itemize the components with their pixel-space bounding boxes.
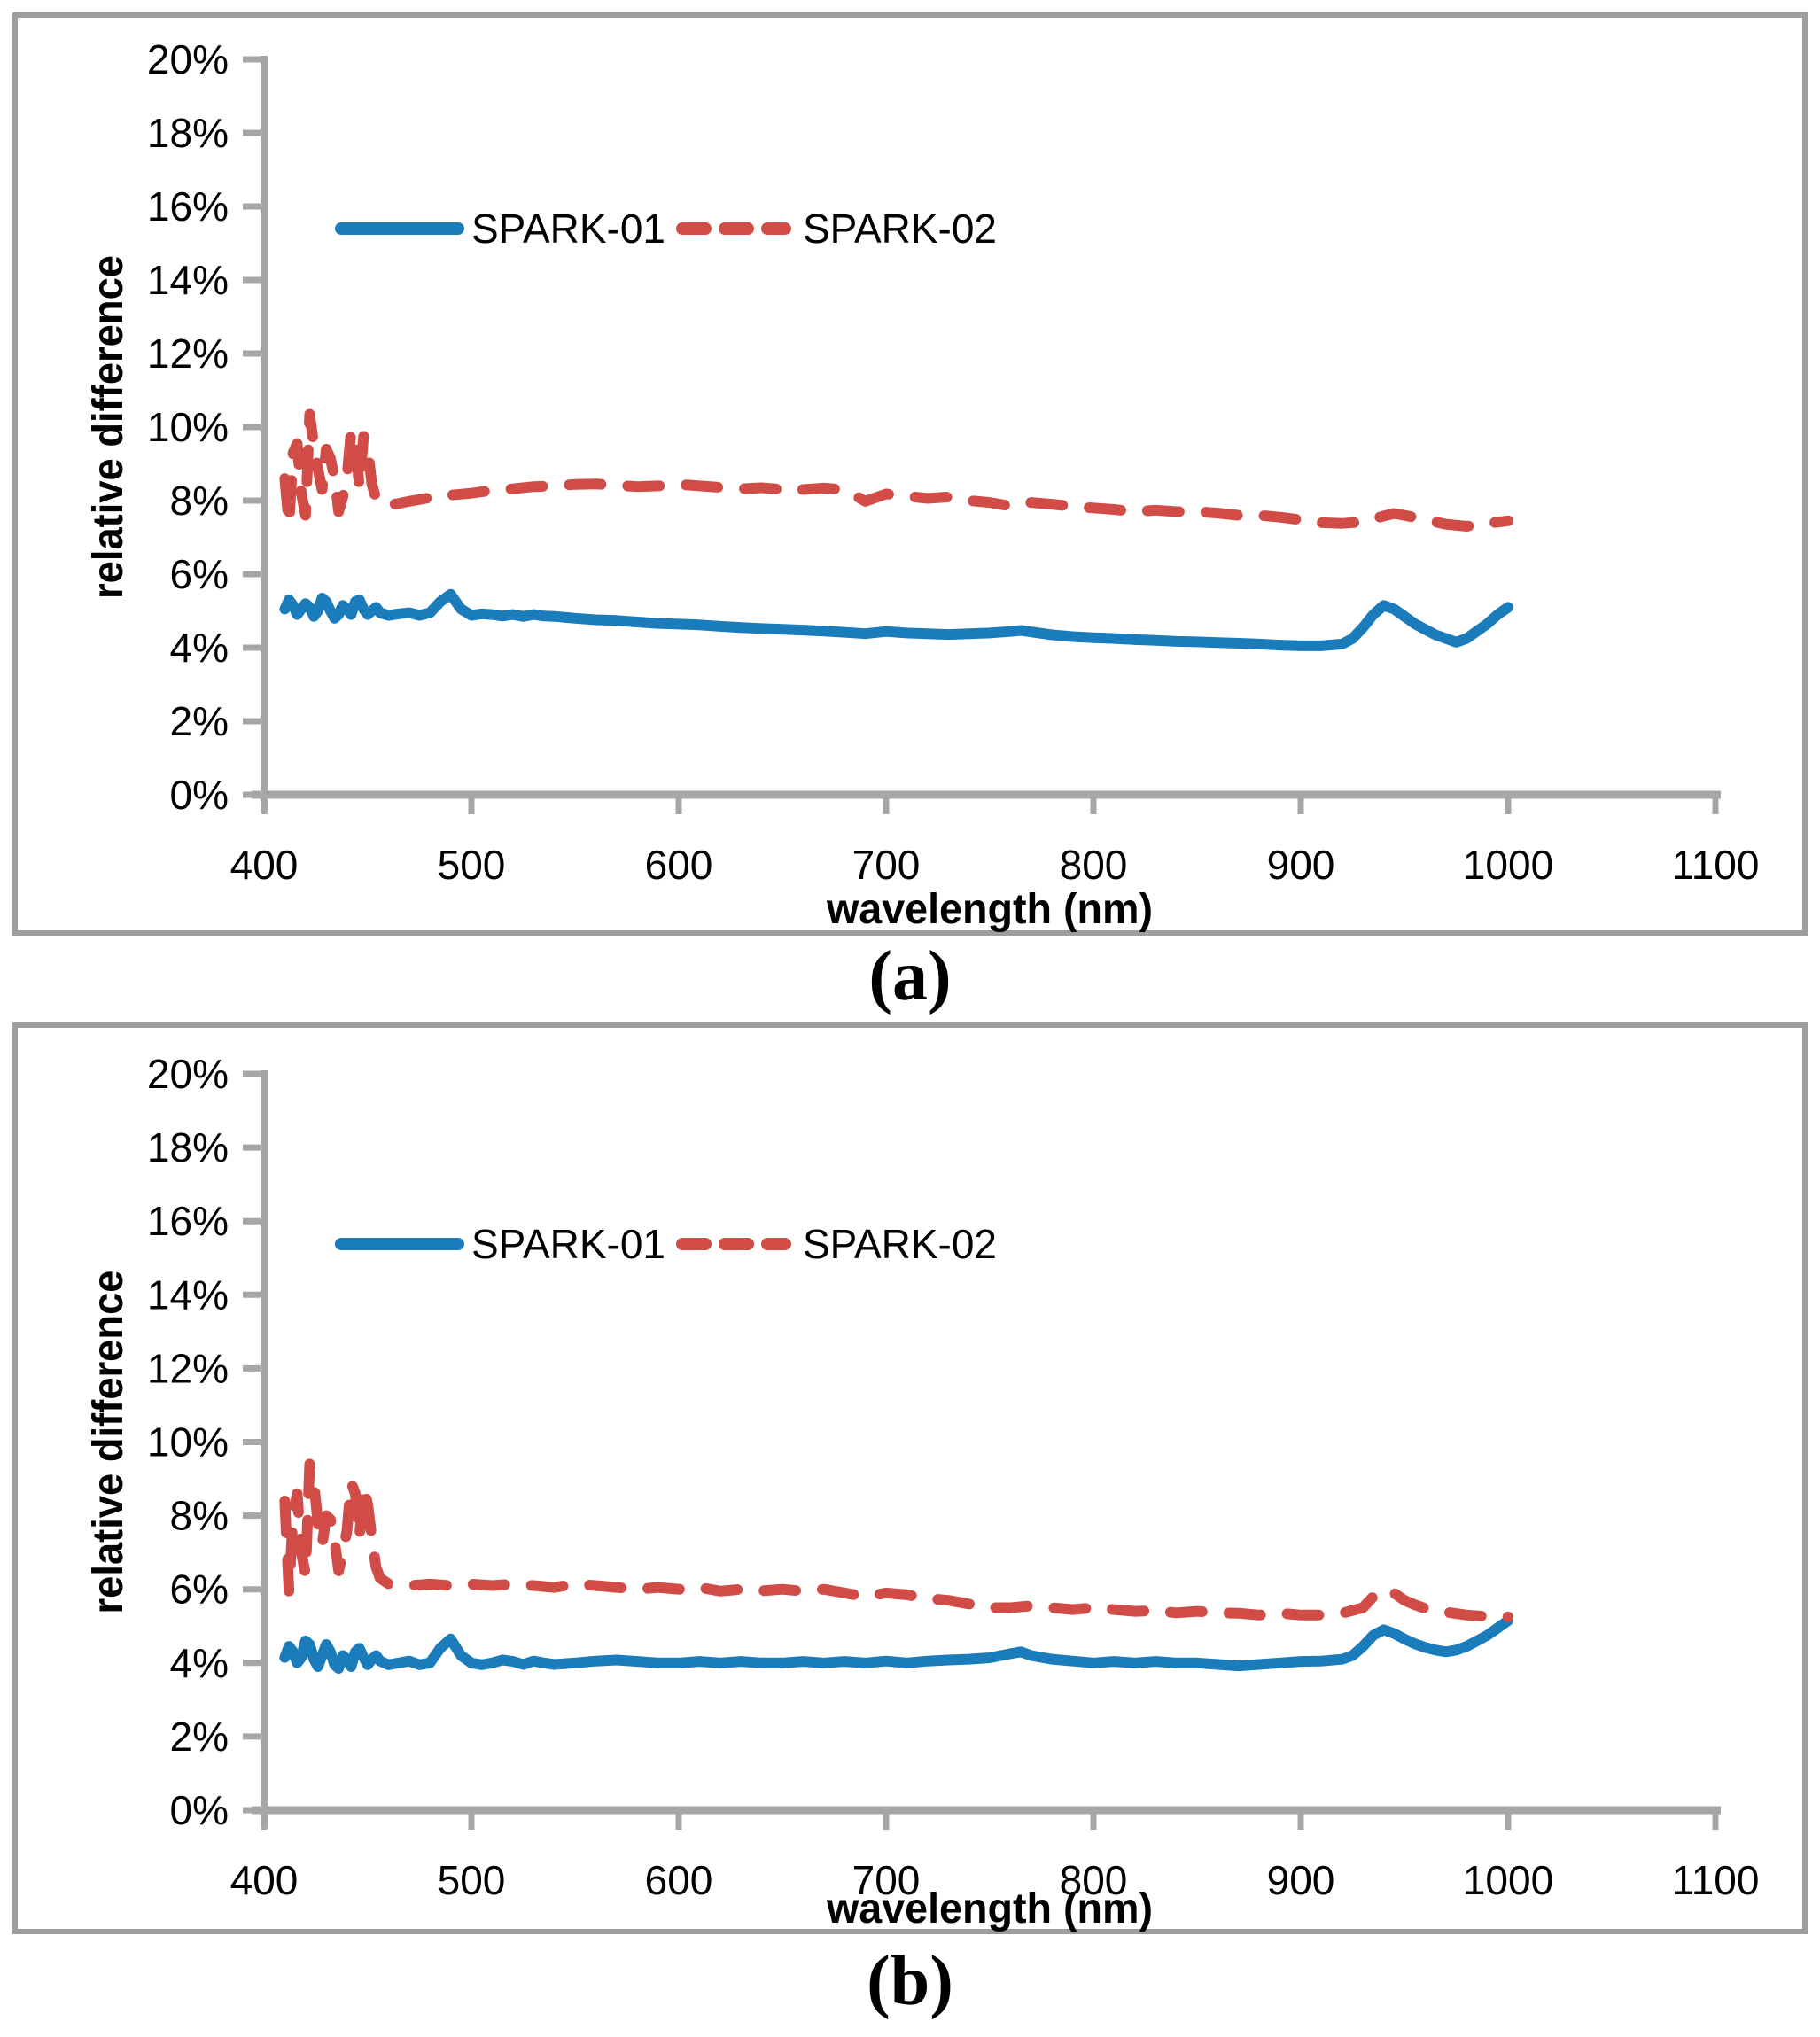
x-tick-label: 800 [1060, 1857, 1128, 1903]
y-tick-label: 20% [147, 36, 229, 82]
panel-border [12, 1022, 1808, 1934]
x-tick-label: 600 [645, 1857, 713, 1903]
y-tick-label: 14% [147, 1271, 229, 1318]
y-tick-label: 6% [170, 551, 229, 597]
y-tick-label: 10% [147, 404, 229, 450]
x-tick-label: 1100 [1672, 842, 1760, 888]
y-axis-title: relative difference [85, 255, 132, 599]
y-tick-label: 18% [147, 1124, 229, 1170]
x-axis-title: wavelength (nm) [826, 1885, 1153, 1932]
x-tick-label: 700 [852, 842, 921, 888]
y-tick-label: 12% [147, 1345, 229, 1391]
chart-panel-b: 400 500 600 700 800 900 1000 1100 0% 2% 4% 6% 8% 10% 1… [12, 1022, 1808, 1934]
x-tick-label: 400 [230, 842, 299, 888]
y-tick-label: 0% [170, 1787, 229, 1833]
x-tick-label: 1000 [1463, 1857, 1553, 1903]
y-tick-label: 8% [170, 478, 229, 524]
y-tick-label: 8% [170, 1493, 229, 1539]
x-tick-label: 500 [438, 1857, 506, 1903]
x-axis-title: wavelength (nm) [826, 886, 1153, 933]
series-line-spark-02 [279, 1458, 1513, 1622]
panel-border [12, 12, 1808, 936]
y-tick-label: 4% [170, 625, 229, 671]
x-tick-label: 900 [1267, 842, 1335, 888]
x-tick-label: 900 [1267, 1857, 1335, 1903]
y-tick-label: 18% [147, 110, 229, 156]
x-tick-label: 500 [438, 842, 506, 888]
y-tick-label: 2% [170, 1714, 229, 1760]
x-tick-label: 700 [852, 1857, 921, 1903]
x-tick-label: 600 [645, 842, 713, 888]
legend-label-spark-01: SPARK-01 [471, 1221, 665, 1267]
x-tick-label: 400 [230, 1857, 299, 1903]
x-tick-label: 1000 [1463, 842, 1553, 888]
series-line-spark-02 [279, 408, 1513, 532]
y-tick-label: 6% [170, 1567, 229, 1613]
y-tick-label: 16% [147, 183, 229, 229]
caption-a: (a) [868, 937, 951, 1015]
legend-label-spark-02: SPARK-02 [803, 1221, 997, 1267]
caption-b: (b) [867, 1942, 953, 2020]
chart-panel-a: 400 500 600 700 800 900 1000 1100 0% 2% 4% 6% 8% 10% 1… [12, 12, 1808, 936]
x-tick-label: 800 [1060, 842, 1128, 888]
y-axis-title: relative difference [85, 1271, 132, 1614]
y-tick-label: 20% [147, 1051, 229, 1097]
y-tick-label: 0% [170, 772, 229, 818]
y-tick-label: 12% [147, 330, 229, 377]
series-line-spark-01 [279, 588, 1513, 651]
y-tick-label: 14% [147, 257, 229, 303]
y-tick-label: 2% [170, 698, 229, 744]
y-tick-label: 10% [147, 1419, 229, 1466]
series-line-spark-01 [279, 1615, 1513, 1674]
y-tick-label: 16% [147, 1198, 229, 1244]
x-tick-label: 1100 [1672, 1857, 1760, 1903]
y-tick-label: 4% [170, 1640, 229, 1686]
legend-label-spark-01: SPARK-01 [471, 206, 665, 252]
legend-label-spark-02: SPARK-02 [803, 206, 997, 252]
